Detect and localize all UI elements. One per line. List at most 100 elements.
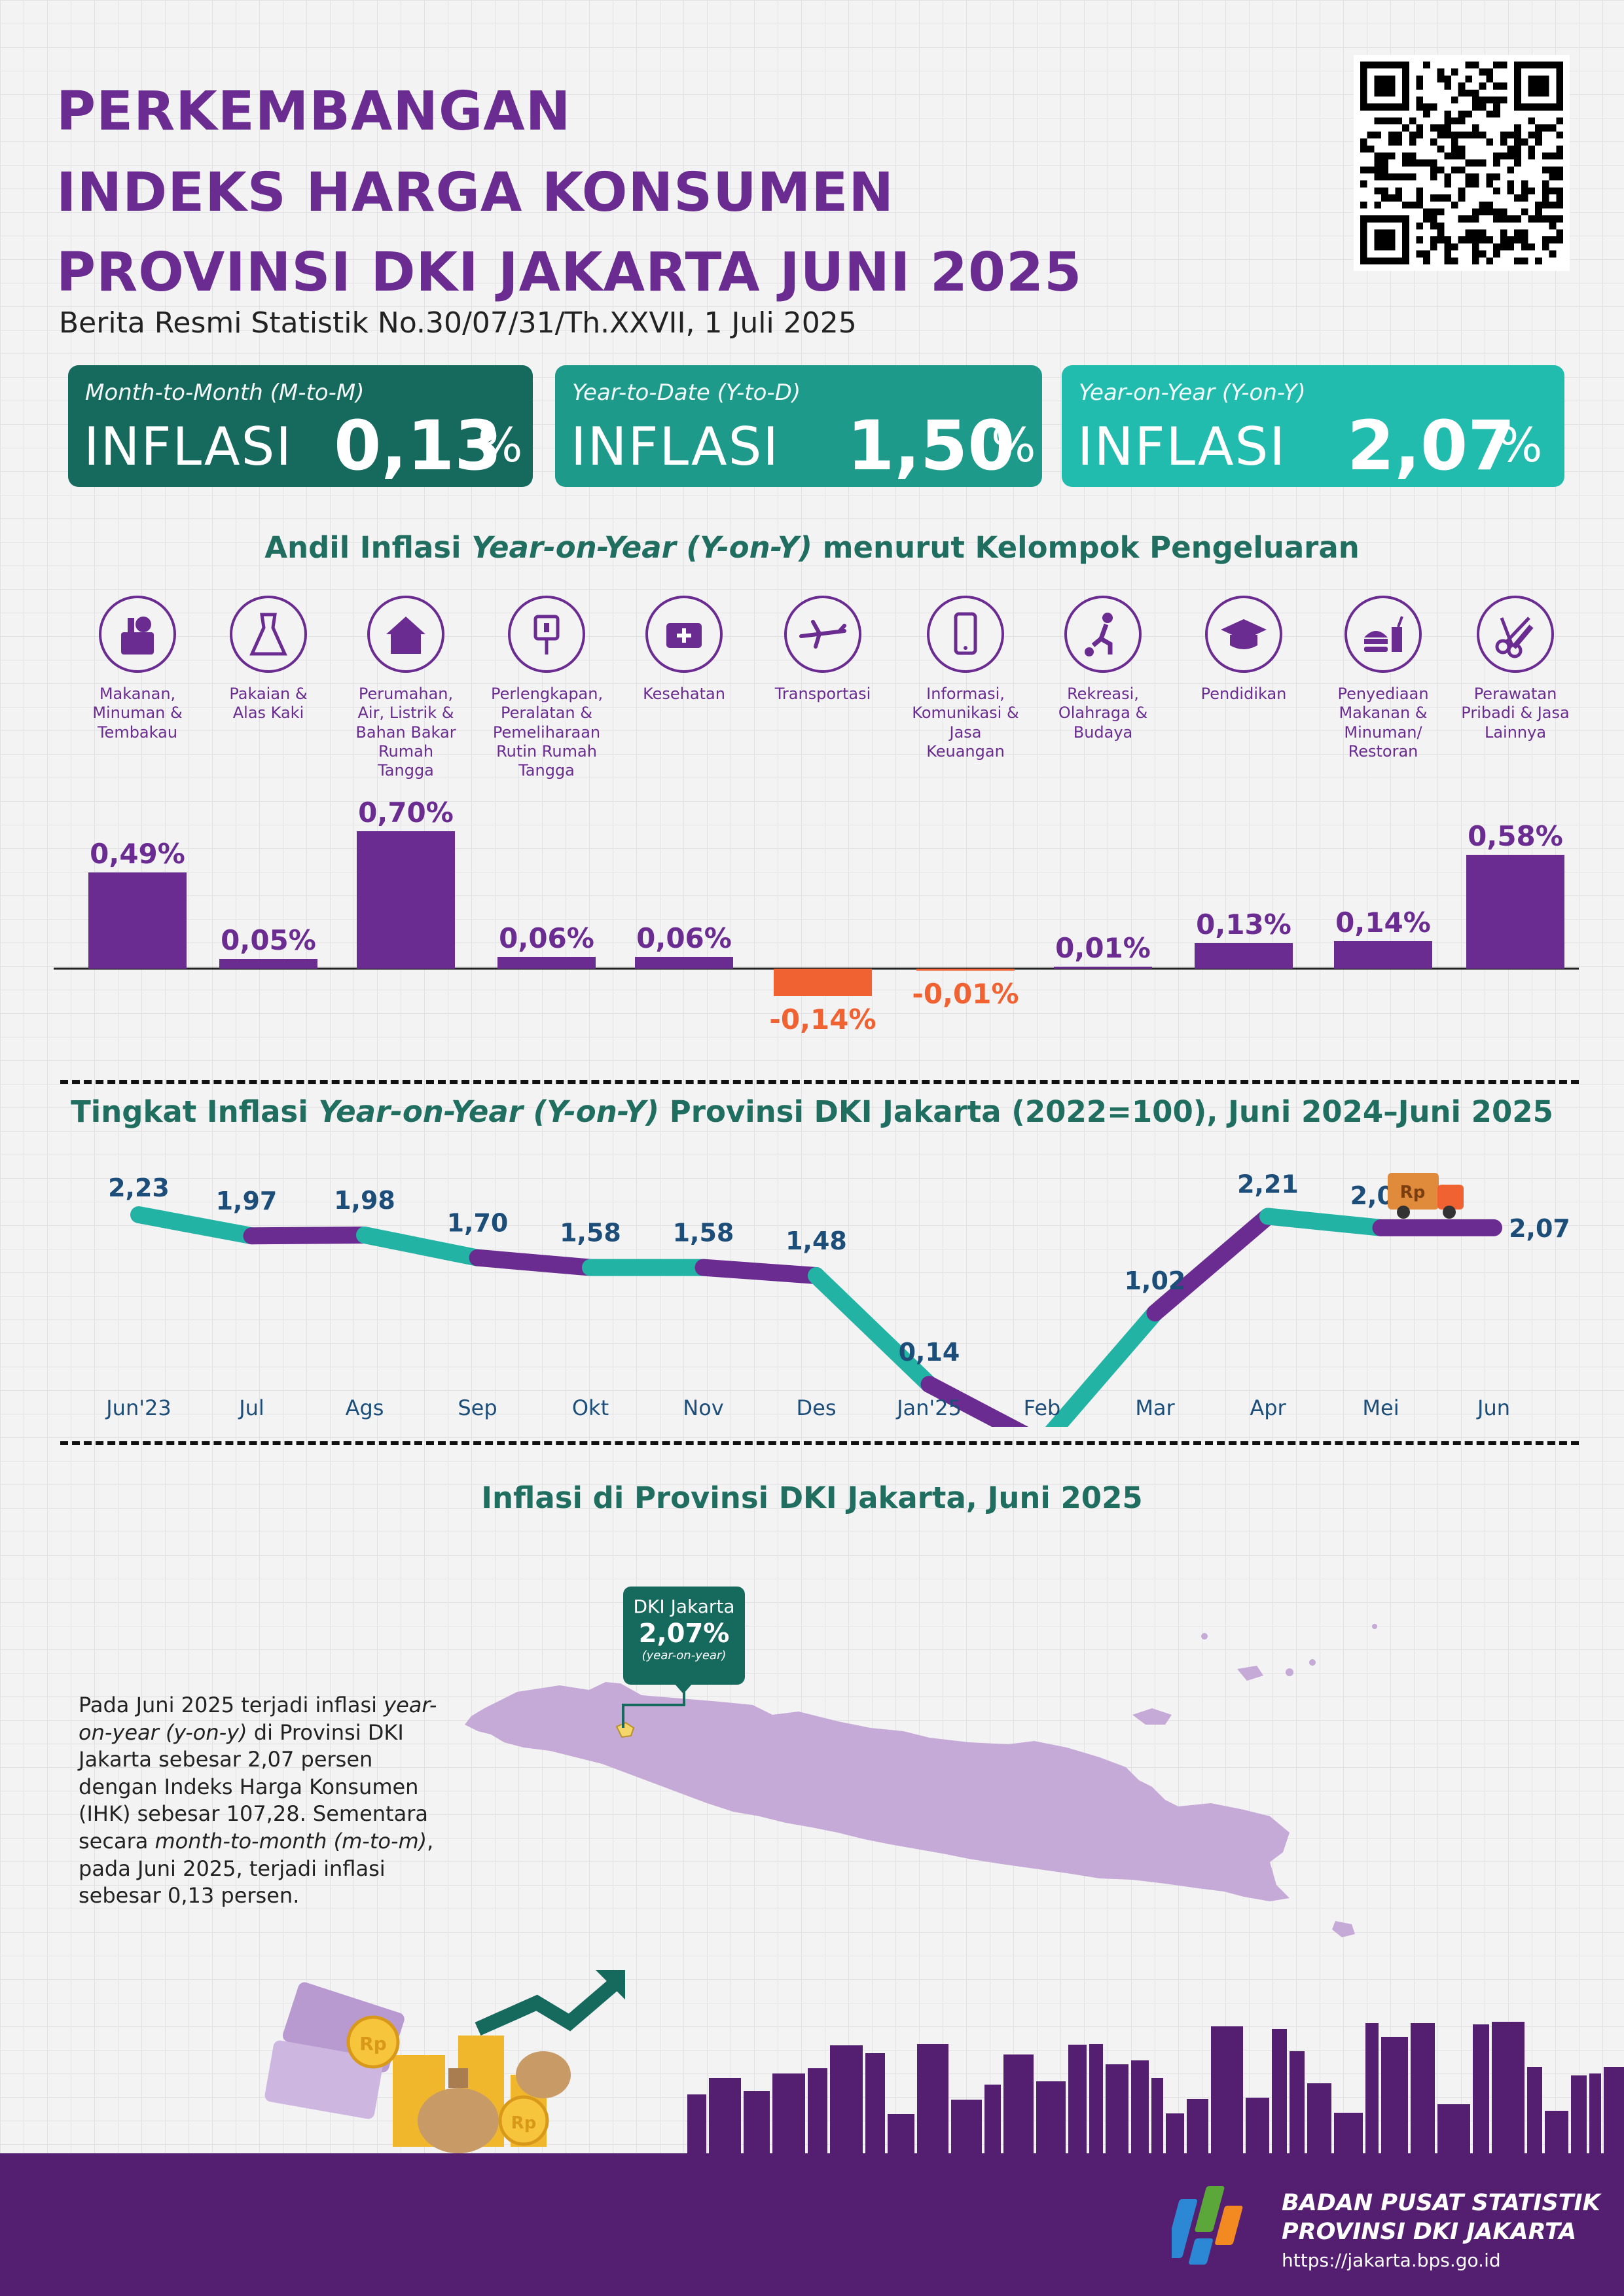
category-2: Pakaian & Alas Kaki <box>209 596 327 723</box>
category-6: Transportasi <box>764 596 882 704</box>
mtm-unit: % <box>478 418 523 473</box>
category-label: Penyediaan Makanan & Minuman/ Restoran <box>1337 685 1429 761</box>
x-tick-label-1: Jun'23 <box>105 1395 171 1420</box>
x-tick-label-7: Des <box>797 1395 837 1420</box>
point-label-2: 1,97 <box>216 1187 278 1215</box>
callout-region: DKI Jakarta <box>633 1596 735 1617</box>
bar-6 <box>774 969 872 996</box>
category-label: Perawatan Pribadi & Jasa Lainnya <box>1461 685 1570 742</box>
yoy-inflation-box: Year-on-Year (Y-on-Y) INFLASI 2,07 % <box>1062 365 1564 487</box>
line-segment-11 <box>1259 1208 1390 1236</box>
soccer-player-icon <box>1064 596 1142 673</box>
dashed-divider-2 <box>60 1441 1579 1445</box>
title-line-1: PERKEMBANGAN <box>56 81 571 143</box>
bps-url-link[interactable]: https://jakarta.bps.go.id <box>1282 2250 1501 2271</box>
point-label-3: 1,98 <box>334 1186 395 1215</box>
bar-5 <box>635 957 733 969</box>
category-label: Pendidikan <box>1200 685 1287 703</box>
bar-9 <box>1195 943 1293 969</box>
burger-drink-icon <box>1344 596 1422 673</box>
category-8: Rekreasi, Olahraga & Budaya <box>1044 596 1162 742</box>
airplane-icon <box>784 596 861 673</box>
yoy-line-chart: 2,23 Jun'23 1,97 Jul 1,98 Ags 1,70 Sep 1,58 Okt 1,… <box>105 1170 1570 1427</box>
bar-10 <box>1334 941 1432 969</box>
bar-label-10: 0,14% <box>1335 906 1431 939</box>
line-segment-2 <box>243 1227 373 1245</box>
medical-kit-icon <box>645 596 723 673</box>
ytd-word: INFLASI <box>571 416 780 477</box>
dki-callout: DKI Jakarta 2,07% (year-on-year) <box>623 1587 745 1685</box>
bar-label-8: 0,01% <box>1055 932 1151 964</box>
category-label: Perumahan, Air, Listrik & Bahan Bakar Ru… <box>355 685 456 780</box>
x-tick-label-11: Apr <box>1250 1395 1286 1420</box>
point-label-6: 1,58 <box>673 1219 734 1247</box>
page-subtitle: Berita Resmi Statistik No.30/07/31/Th.XX… <box>59 306 857 340</box>
line-segment-3 <box>356 1227 486 1266</box>
ytd-label: Year-to-Date (Y-to-D) <box>572 380 801 406</box>
line-segment-9 <box>1045 1304 1164 1427</box>
yoy-word: INFLASI <box>1077 416 1286 477</box>
qr-code-icon[interactable] <box>1354 55 1570 271</box>
x-tick-label-5: Okt <box>572 1395 609 1420</box>
x-tick-label-9: Feb <box>1024 1395 1061 1420</box>
title-line-3: PROVINSI DKI JAKARTA JUNI 2025 <box>56 242 1083 304</box>
point-label-13: 2,07 <box>1509 1214 1570 1243</box>
x-tick-label-6: Nov <box>683 1395 723 1420</box>
bar-2 <box>219 959 317 969</box>
line-segment-7 <box>808 1267 938 1393</box>
bar-label-5: 0,06% <box>636 922 732 954</box>
bar-label-7: -0,01% <box>912 978 1019 1010</box>
delivery-truck-icon: Rp <box>1388 1173 1464 1219</box>
category-10: Penyediaan Makanan & Minuman/ Restoran <box>1324 596 1442 761</box>
svg-text:Rp: Rp <box>1400 1183 1426 1202</box>
category-label: Perlengkapan, Peralatan & Pemeliharaan R… <box>491 685 604 780</box>
category-label: Informasi, Komunikasi & Jasa Keuangan <box>912 685 1019 761</box>
point-label-10: 1,02 <box>1125 1266 1186 1295</box>
graduation-cap-icon <box>1205 596 1282 673</box>
food-basket-icon <box>99 596 176 673</box>
scissors-comb-icon <box>1477 596 1554 673</box>
bar-label-2: 0,05% <box>221 924 316 956</box>
bar-3 <box>357 831 455 969</box>
point-label-4: 1,70 <box>447 1209 509 1238</box>
bps-name-line2: PROVINSI DKI JAKARTA <box>1282 2219 1577 2245</box>
category-3: Perumahan, Air, Listrik & Bahan Bakar Ru… <box>347 596 465 780</box>
category-label: Pakaian & Alas Kaki <box>229 685 308 723</box>
title-line-2: INDEKS HARGA KONSUMEN <box>56 162 894 224</box>
city-skyline <box>687 2022 1624 2155</box>
house-icon <box>367 596 444 673</box>
bar-label-4: 0,06% <box>499 922 594 954</box>
callout-value: 2,07% <box>638 1619 730 1649</box>
category-label: Makanan, Minuman & Tembakau <box>92 685 183 742</box>
bar-label-3: 0,70% <box>358 797 454 829</box>
yoy-label: Year-on-Year (Y-on-Y) <box>1079 380 1306 406</box>
summary-paragraph: Pada Juni 2025 terjadi inflasi year-on-y… <box>79 1693 437 1909</box>
x-tick-label-2: Jul <box>238 1395 264 1420</box>
x-tick-label-4: Sep <box>458 1395 497 1420</box>
mtm-value: 0,13 <box>334 406 502 486</box>
bar-1 <box>88 872 187 969</box>
category-label: Kesehatan <box>643 685 725 703</box>
x-tick-label-12: Mei <box>1362 1395 1399 1420</box>
bps-name-line1: BADAN PUSAT STATISTIK <box>1282 2190 1600 2216</box>
growth-arrow-icon <box>475 1970 625 2036</box>
trend-title: Tingkat Inflasi Year-on-Year (Y-on-Y) Pr… <box>71 1094 1553 1129</box>
mtm-word: INFLASI <box>84 416 293 477</box>
callout-note: (year-on-year) <box>641 1649 727 1662</box>
bar-7 <box>916 969 1015 971</box>
line-segment-1 <box>130 1206 261 1245</box>
yoy-value: 2,07 <box>1347 406 1515 486</box>
category-9: Pendidikan <box>1185 596 1303 704</box>
java-island-shape <box>465 1682 1290 1901</box>
callout-pointer <box>674 1683 693 1694</box>
category-label: Rekreasi, Olahraga & Budaya <box>1058 685 1148 742</box>
bps-logo-icon[interactable] <box>1172 2179 1270 2271</box>
point-label-5: 1,58 <box>560 1219 621 1247</box>
dress-icon <box>230 596 307 673</box>
bar-label-6: -0,14% <box>769 1003 876 1035</box>
bar-label-9: 0,13% <box>1196 908 1291 941</box>
mtm-label: Month-to-Month (M-to-M) <box>85 380 365 406</box>
java-map <box>465 1624 1377 1937</box>
point-label-1: 2,23 <box>108 1174 170 1202</box>
map-title: Inflasi di Provinsi DKI Jakarta, Juni 20… <box>481 1480 1143 1515</box>
